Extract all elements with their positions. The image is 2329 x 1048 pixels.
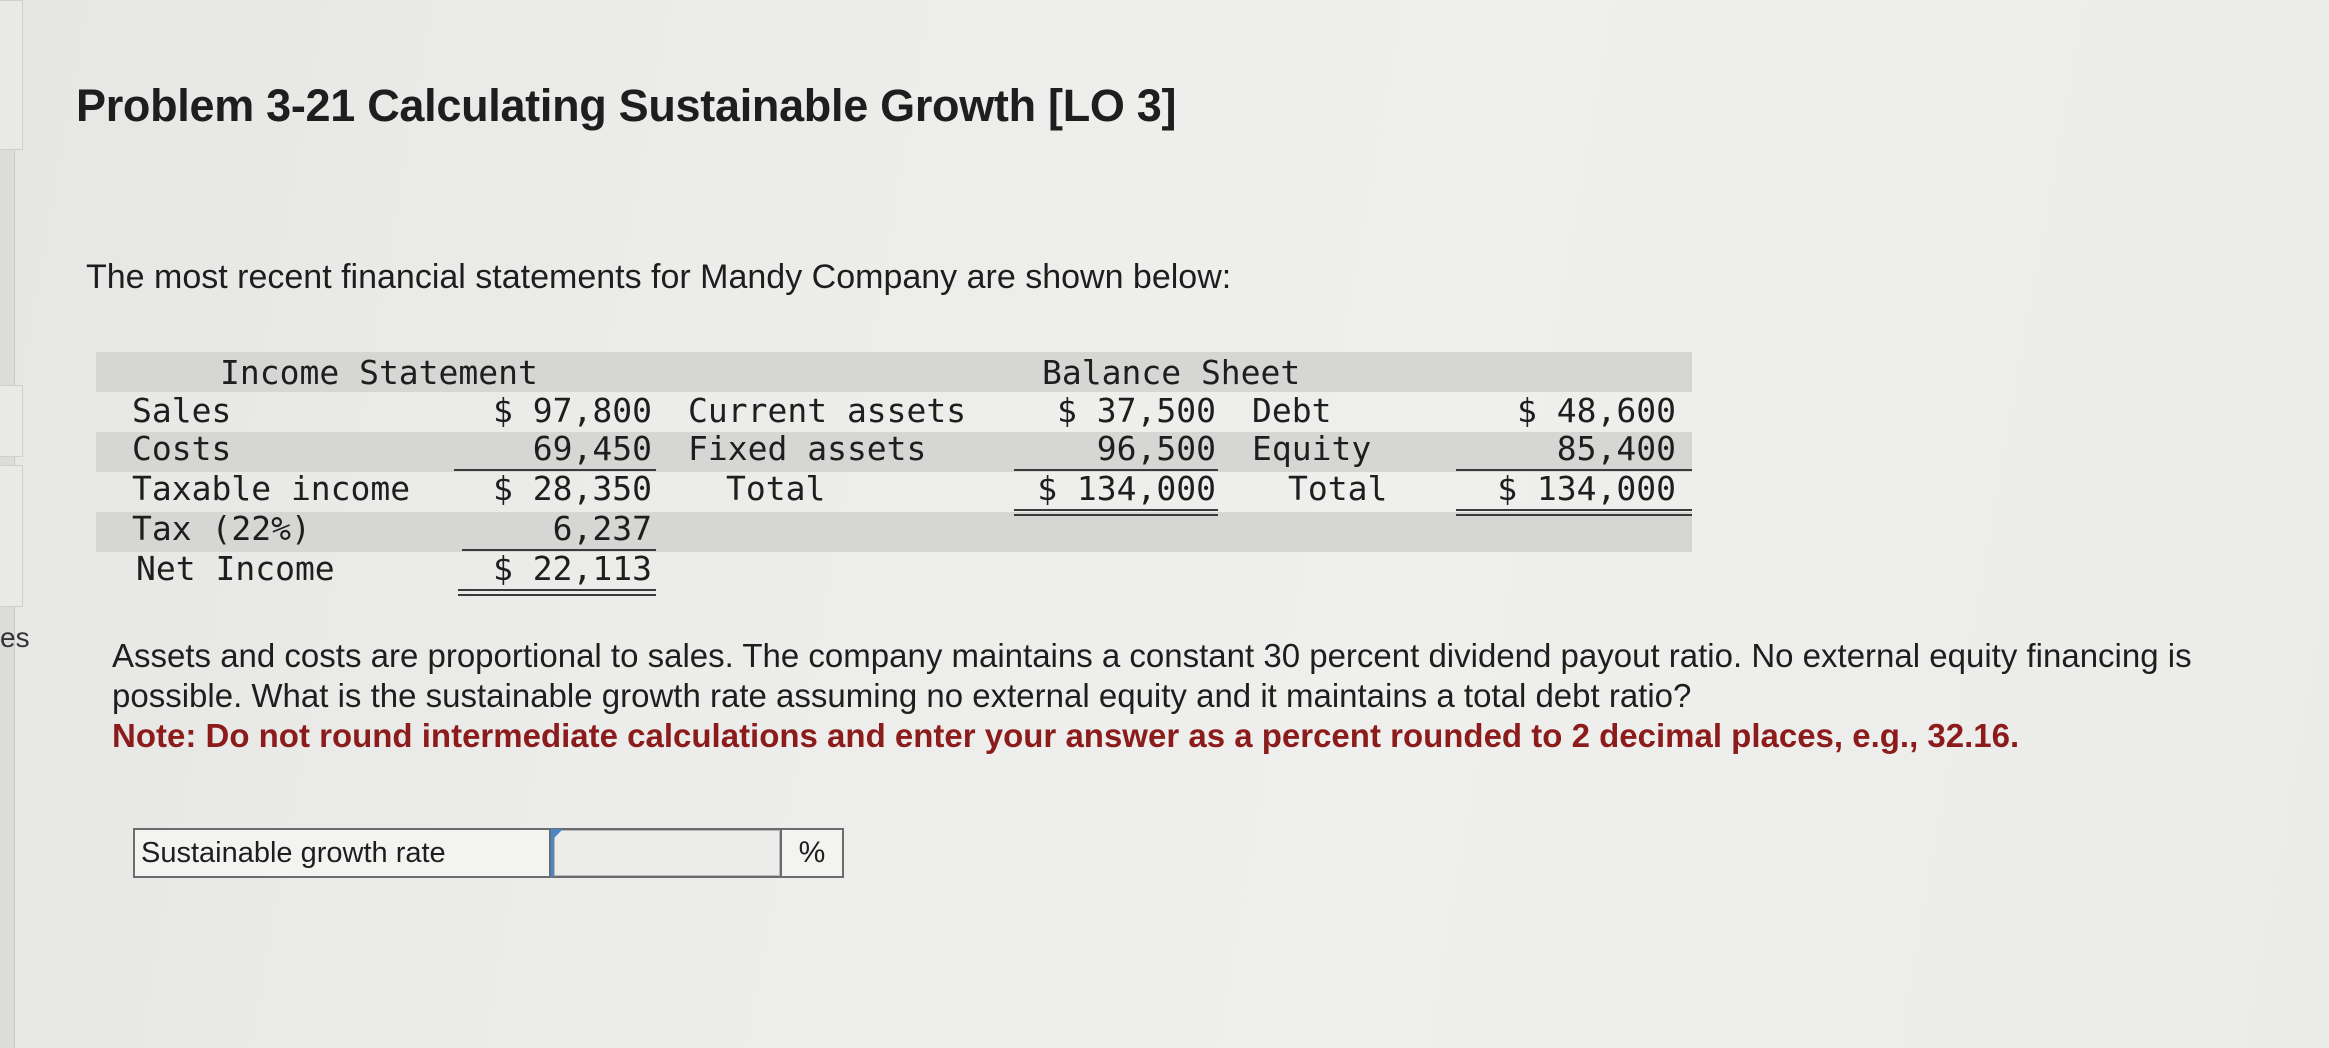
percent-unit: % — [782, 828, 844, 878]
double-rule — [458, 589, 656, 596]
rule — [454, 469, 656, 471]
financial-statements: Income Statement Balance Sheet Sales $ 9… — [96, 352, 1692, 596]
rule — [1014, 469, 1218, 471]
answer-input-box[interactable] — [551, 828, 782, 878]
balance-sheet-header: Balance Sheet — [1042, 353, 1301, 392]
income-value: 69,450 — [532, 429, 652, 468]
income-value: $ 28,350 — [493, 469, 652, 508]
income-label: Tax (22%) — [132, 509, 311, 548]
asset-label: Fixed assets — [688, 429, 927, 468]
row-band — [96, 432, 1692, 472]
liability-label: Total — [1288, 469, 1388, 508]
income-value: $ 97,800 — [493, 391, 652, 430]
asset-value: $ 37,500 — [1057, 391, 1216, 430]
answer-row: Sustainable growth rate % — [133, 828, 844, 878]
question-text: Assets and costs are proportional to sal… — [112, 637, 2192, 714]
left-edge-label: es — [0, 622, 30, 653]
left-edge-box — [0, 465, 23, 607]
question-paragraph: Assets and costs are proportional to sal… — [112, 636, 2312, 756]
intro-text: The most recent financial statements for… — [86, 258, 1232, 296]
asset-label: Current assets — [688, 391, 967, 430]
income-statement-header: Income Statement — [220, 353, 538, 392]
rule — [1456, 469, 1692, 471]
sustainable-growth-rate-input[interactable] — [554, 830, 780, 876]
income-value: 6,237 — [552, 509, 652, 548]
income-label: Net Income — [136, 549, 335, 588]
question-note: Note: Do not round intermediate calculat… — [112, 717, 2020, 754]
income-label: Costs — [132, 429, 232, 468]
double-rule — [1456, 509, 1692, 516]
income-value: $ 22,113 — [493, 549, 652, 588]
answer-label: Sustainable growth rate — [133, 828, 551, 878]
asset-label: Total — [726, 469, 826, 508]
income-label: Taxable income — [132, 469, 411, 508]
asset-value: $ 134,000 — [1037, 469, 1216, 508]
income-label: Sales — [132, 391, 232, 430]
input-marker-icon — [553, 829, 563, 839]
problem-title: Problem 3-21 Calculating Sustainable Gro… — [76, 80, 1177, 131]
row-band — [96, 512, 1692, 552]
rule — [462, 549, 656, 551]
asset-value: 96,500 — [1096, 429, 1216, 468]
left-edge-box — [0, 385, 23, 457]
liability-value: 85,400 — [1556, 429, 1676, 468]
liability-value: $ 134,000 — [1497, 469, 1676, 508]
liability-label: Debt — [1252, 391, 1332, 430]
header-band — [96, 352, 1692, 392]
liability-value: $ 48,600 — [1517, 391, 1676, 430]
double-rule — [1014, 509, 1218, 516]
left-edge-box — [0, 0, 23, 150]
liability-label: Equity — [1252, 429, 1372, 468]
